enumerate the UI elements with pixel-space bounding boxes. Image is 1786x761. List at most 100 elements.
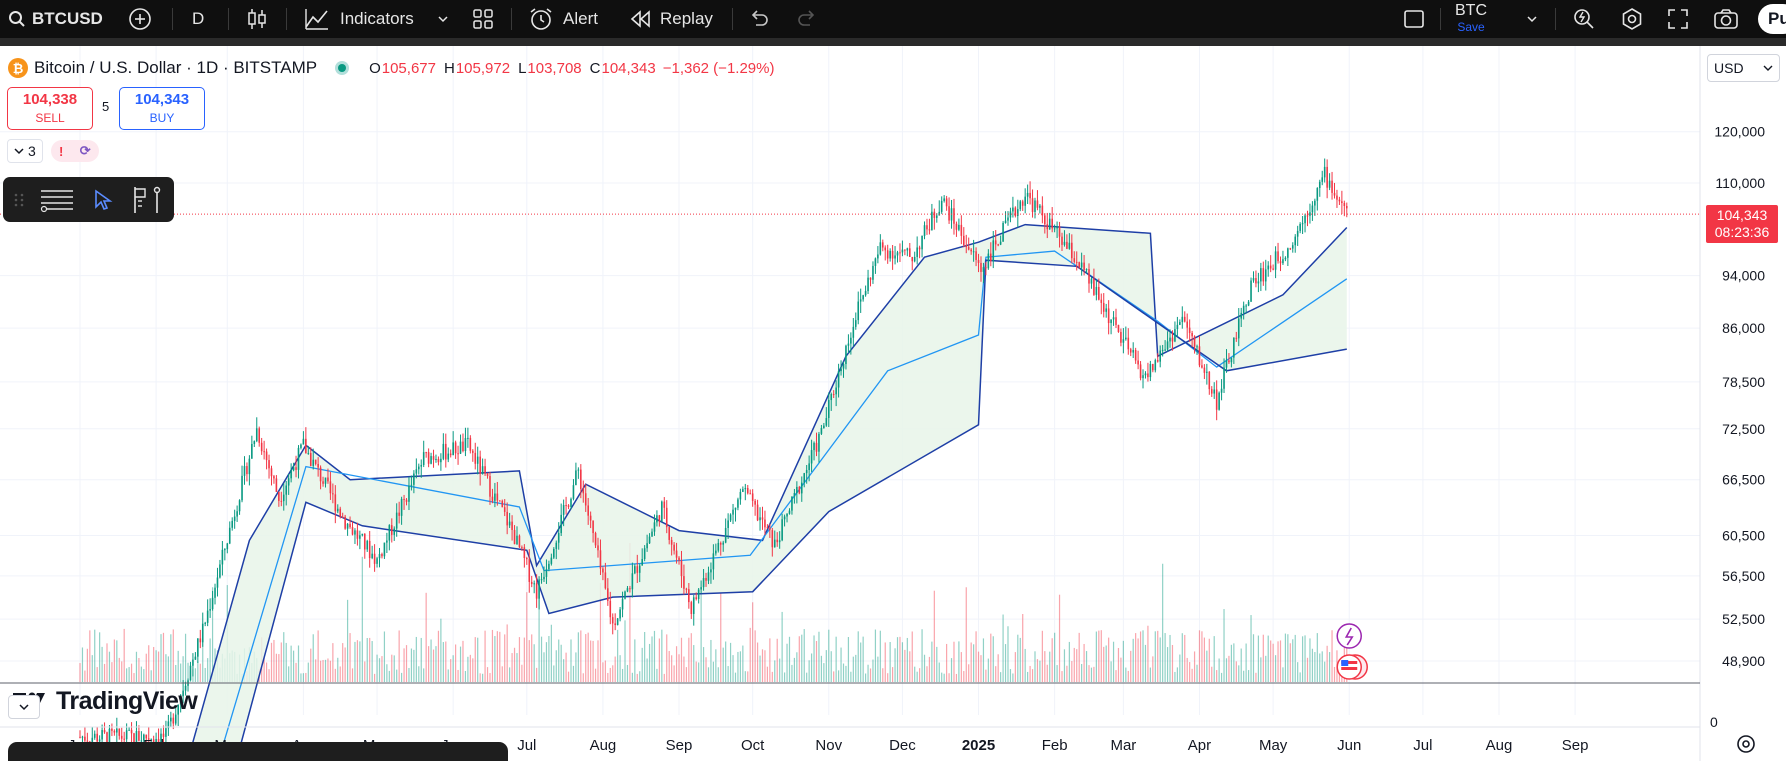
volume-bar <box>617 629 619 682</box>
templates-button[interactable] <box>472 0 494 38</box>
flag-ruler-icon[interactable] <box>131 185 165 215</box>
candle-body <box>722 542 725 545</box>
layout-save-button[interactable]: BTC Save <box>1455 0 1487 38</box>
candle-body <box>241 475 243 501</box>
interval-label: D <box>192 9 205 28</box>
candle-body <box>1255 278 1257 284</box>
volume-bar <box>722 647 724 682</box>
candle <box>1105 303 1107 318</box>
candle <box>324 477 327 488</box>
alert-button[interactable]: Alert <box>528 0 598 38</box>
volume-bar <box>175 664 177 682</box>
volume-bar <box>828 629 830 682</box>
candle-body <box>727 520 729 528</box>
currency-select[interactable]: USD <box>1707 54 1780 82</box>
volume-bar <box>494 636 496 682</box>
candle-body <box>398 512 400 516</box>
candle <box>680 550 683 588</box>
candle-body <box>570 498 572 507</box>
publish-button[interactable]: Pu <box>1758 4 1786 34</box>
candle-body <box>1323 166 1326 178</box>
candle <box>322 476 324 487</box>
pane-collapse-button[interactable] <box>8 695 40 719</box>
symbol-title[interactable]: Bitcoin / U.S. Dollar · 1D · BITSTAMP <box>34 58 318 77</box>
quick-search-button[interactable] <box>1572 0 1596 38</box>
chart-settings-icon[interactable] <box>1735 733 1757 755</box>
drag-handle-icon[interactable] <box>9 190 29 210</box>
candle-body <box>1242 305 1245 313</box>
sell-button[interactable]: 104,338 SELL <box>7 87 93 130</box>
volume-bar <box>280 642 282 682</box>
fullscreen-icon <box>1668 9 1688 29</box>
candle-body <box>916 247 918 257</box>
volume-bar <box>1147 625 1149 682</box>
bottom-panel-handle[interactable] <box>8 742 508 761</box>
candle <box>255 417 258 443</box>
candle <box>417 463 420 475</box>
indicators-button[interactable]: Indicators <box>304 0 414 38</box>
volume-bar <box>756 642 759 682</box>
candle-body <box>346 523 349 529</box>
candle <box>238 499 241 515</box>
chart-type-button[interactable] <box>246 0 268 38</box>
candle <box>970 248 972 255</box>
layout-toggle-button[interactable] <box>1403 0 1425 38</box>
fullscreen-button[interactable] <box>1667 0 1689 38</box>
flag-canton <box>1341 660 1349 666</box>
x-tick-label: May <box>1259 737 1288 754</box>
gear-icon <box>1622 8 1642 30</box>
candle-body <box>454 442 457 454</box>
price-chart[interactable]: 120,000110,00094,00086,00078,50072,50066… <box>0 46 1786 761</box>
undo-button[interactable] <box>748 0 770 38</box>
candle <box>373 544 376 572</box>
candle-body <box>162 733 165 737</box>
candle <box>877 246 879 264</box>
candle-body <box>911 256 914 262</box>
candle <box>773 530 776 548</box>
candle <box>1277 242 1279 264</box>
redo-button[interactable] <box>796 0 818 38</box>
candle <box>390 518 393 543</box>
candle <box>938 200 941 216</box>
candle <box>1024 188 1026 214</box>
candle <box>607 578 609 606</box>
settings-button[interactable] <box>1620 0 1644 38</box>
volume-bar <box>555 650 557 682</box>
line-style-icon[interactable] <box>39 187 75 213</box>
volume-bar <box>467 656 469 682</box>
cursor-icon[interactable] <box>93 188 113 211</box>
candle-body <box>435 458 437 460</box>
symbol-search[interactable]: BTCUSD <box>8 0 103 38</box>
indicators-menu-button[interactable] <box>437 0 449 38</box>
buy-button[interactable]: 104,343 BUY <box>119 87 205 130</box>
volume-bar <box>84 670 86 682</box>
candle <box>170 711 172 727</box>
candle-body <box>663 501 666 508</box>
volume-bar <box>958 641 960 682</box>
volume-bar <box>874 629 877 682</box>
volume-bar <box>1189 662 1191 682</box>
indicator-status-pill[interactable]: ! ⟳ <box>50 140 99 162</box>
candle <box>685 587 688 594</box>
candle <box>1186 313 1189 339</box>
candle-body <box>575 470 577 486</box>
volume-bar <box>636 673 638 682</box>
candle <box>371 545 373 560</box>
upper-band-line <box>189 223 1348 751</box>
compare-button[interactable] <box>128 0 152 38</box>
candle <box>211 590 214 611</box>
volume-bar <box>307 662 309 682</box>
replay-button[interactable]: Replay <box>630 0 713 38</box>
candle <box>1309 203 1311 224</box>
indicators-collapse-button[interactable]: 3 <box>7 139 43 163</box>
screenshot-button[interactable] <box>1713 0 1739 38</box>
volume-bar <box>1090 667 1093 682</box>
candle-body <box>840 368 842 372</box>
candle <box>494 482 496 508</box>
candle-body <box>673 544 675 551</box>
volume-bar <box>1108 637 1110 682</box>
layout-menu-button[interactable] <box>1526 0 1538 38</box>
candle <box>1235 331 1238 342</box>
candle-body <box>1316 188 1319 201</box>
interval-button[interactable]: D <box>192 0 204 38</box>
